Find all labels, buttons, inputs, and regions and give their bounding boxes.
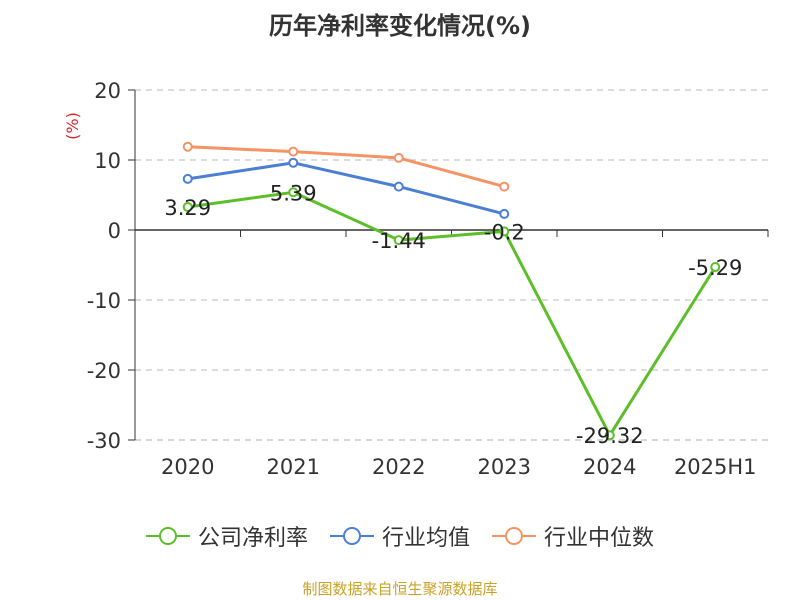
x-tick-label: 2025H1 xyxy=(674,455,757,479)
data-point xyxy=(182,173,193,184)
legend-item-industry-median[interactable]: 行业中位数 xyxy=(492,520,654,552)
data-point xyxy=(182,141,193,152)
legend-marker-company xyxy=(145,527,190,545)
grid-lines xyxy=(135,89,768,441)
source-note: 制图数据来自恒生聚源数据库 xyxy=(302,580,498,598)
series-lines xyxy=(182,141,721,441)
legend-label-industry-avg: 行业均值 xyxy=(381,526,470,551)
series-line-2 xyxy=(187,145,505,189)
x-tick-label: 2021 xyxy=(267,455,320,479)
data-point xyxy=(182,201,193,212)
series-line-0 xyxy=(187,190,717,437)
y-tick-label: 20 xyxy=(94,79,121,103)
x-tick-label: 2020 xyxy=(161,455,214,479)
x-tick-label: 2023 xyxy=(478,455,531,479)
legend-label-company: 公司净利率 xyxy=(197,526,308,551)
data-label: -0.2 xyxy=(484,220,525,244)
data-labels: 3.29 5.39 -1.44 -0.2 -29.32 -5.29 xyxy=(164,181,742,448)
data-point xyxy=(499,226,510,237)
data-point xyxy=(710,262,721,273)
data-point xyxy=(288,146,299,157)
data-point xyxy=(393,152,404,163)
x-tick-label: 2024 xyxy=(583,455,636,479)
legend-marker-industry-median xyxy=(492,527,536,545)
legend: 公司净利率 行业均值 行业中位数 xyxy=(0,520,800,552)
data-point xyxy=(499,208,510,219)
data-point xyxy=(393,235,404,246)
series-line-1 xyxy=(187,161,505,216)
legend-item-company[interactable]: 公司净利率 xyxy=(145,520,308,552)
y-tick-label: 10 xyxy=(94,149,121,173)
data-point xyxy=(393,181,404,192)
y-tick-label: -10 xyxy=(87,289,121,313)
legend-marker-industry-avg xyxy=(329,527,374,545)
data-label: 3.29 xyxy=(164,196,211,220)
legend-item-industry-avg[interactable]: 行业均值 xyxy=(329,520,470,552)
x-tick-label: 2022 xyxy=(372,455,425,479)
y-axis-label: (%) xyxy=(63,112,82,140)
data-label: -1.44 xyxy=(372,229,426,253)
y-tick-label: 0 xyxy=(108,219,121,243)
legend-label-industry-median: 行业中位数 xyxy=(544,526,655,551)
axes: 20 10 0 -10 -20 -30 2020 2021 2022 2023 2024 2025H1… xyxy=(63,79,769,479)
y-tick-label: -20 xyxy=(87,359,121,383)
data-label: 5.39 xyxy=(270,181,317,205)
chart-title: 历年净利率变化情况(%) xyxy=(269,12,531,40)
data-point xyxy=(499,181,510,192)
data-point xyxy=(604,430,615,441)
data-point xyxy=(288,187,299,198)
data-label: -5.29 xyxy=(688,256,742,280)
y-tick-label: -30 xyxy=(87,429,121,453)
data-point xyxy=(288,157,299,168)
data-label: -29.32 xyxy=(576,424,644,448)
